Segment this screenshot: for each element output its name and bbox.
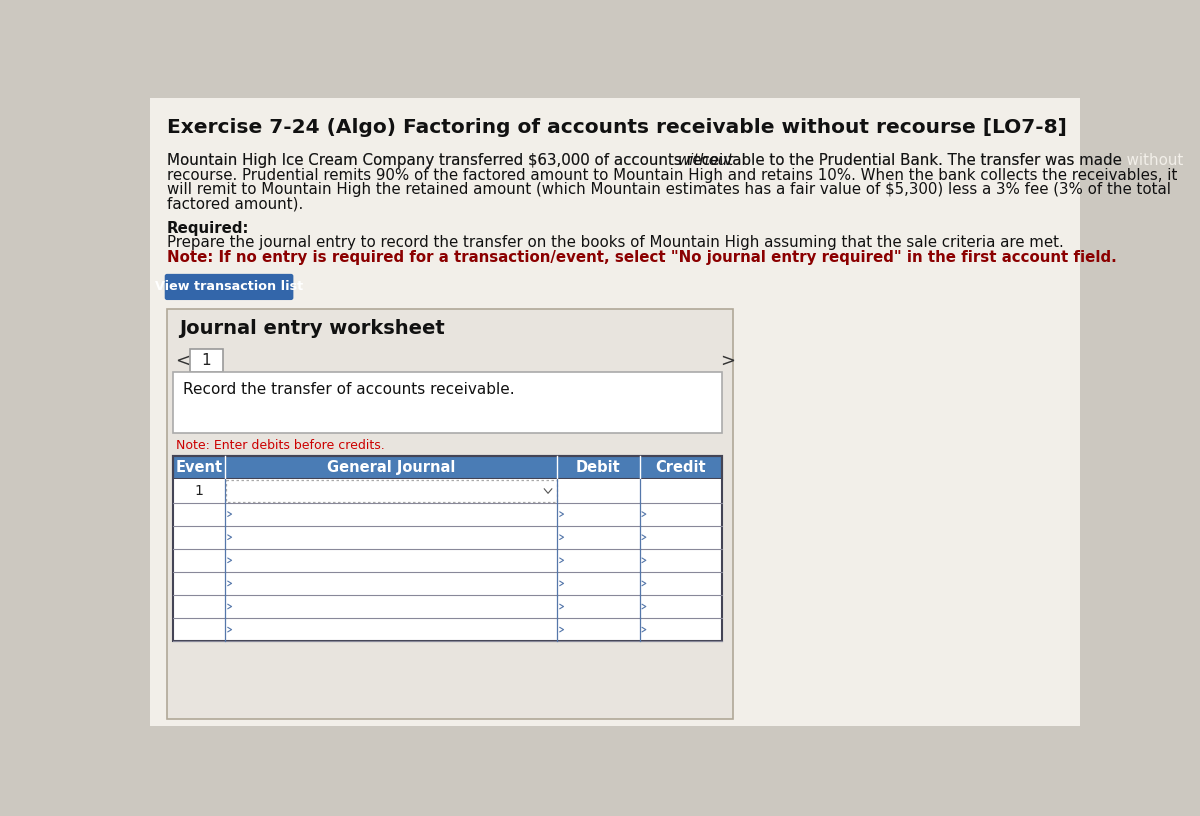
Text: >: > — [720, 352, 736, 370]
Text: 1: 1 — [194, 484, 204, 498]
Text: Mountain High Ice Cream Company transferred $63,000 of accounts receivable to th: Mountain High Ice Cream Company transfer… — [167, 153, 1183, 168]
Text: Mountain High Ice Cream Company transferred $63,000 of accounts receivable to th: Mountain High Ice Cream Company transfer… — [167, 153, 1127, 168]
Bar — [173, 618, 722, 641]
Text: Required:: Required: — [167, 221, 250, 236]
Bar — [173, 595, 722, 618]
Text: Note: If no entry is required for a transaction/event, select "No journal entry : Note: If no entry is required for a tran… — [167, 250, 1117, 264]
Text: Note: Enter debits before credits.: Note: Enter debits before credits. — [176, 439, 385, 452]
Bar — [173, 548, 722, 572]
Text: without: without — [678, 153, 734, 168]
Text: will remit to Mountain High the retained amount (which Mountain estimates has a : will remit to Mountain High the retained… — [167, 182, 1171, 197]
Text: Prepare the journal entry to record the transfer on the books of Mountain High a: Prepare the journal entry to record the … — [167, 235, 1064, 251]
Text: 1: 1 — [202, 353, 211, 367]
Bar — [173, 456, 722, 641]
Text: General Journal: General Journal — [328, 460, 456, 476]
Text: Journal entry worksheet: Journal entry worksheet — [180, 319, 445, 339]
Text: <: < — [175, 352, 190, 370]
Text: recourse. Prudential remits 90% of the factored amount to Mountain High and reta: recourse. Prudential remits 90% of the f… — [167, 167, 1177, 183]
Bar — [191, 348, 223, 371]
Bar — [173, 456, 722, 480]
Text: View transaction list: View transaction list — [155, 281, 304, 294]
Text: Mountain High Ice Cream Company transferred $63,000 of accounts receivable to th: Mountain High Ice Cream Company transfer… — [167, 153, 1127, 168]
Bar — [173, 371, 722, 433]
Text: factored amount).: factored amount). — [167, 196, 304, 211]
Bar — [173, 480, 722, 503]
Bar — [173, 526, 722, 548]
Bar — [173, 572, 722, 595]
Text: Event: Event — [175, 460, 223, 476]
Bar — [226, 481, 557, 502]
Text: Record the transfer of accounts receivable.: Record the transfer of accounts receivab… — [182, 383, 514, 397]
Text: Debit: Debit — [576, 460, 620, 476]
Bar — [167, 308, 733, 719]
Text: Credit: Credit — [655, 460, 706, 476]
Bar — [173, 503, 722, 526]
FancyBboxPatch shape — [164, 274, 293, 300]
Text: Exercise 7-24 (Algo) Factoring of accounts receivable without recourse [LO7-8]: Exercise 7-24 (Algo) Factoring of accoun… — [167, 118, 1067, 137]
Bar — [173, 456, 722, 480]
